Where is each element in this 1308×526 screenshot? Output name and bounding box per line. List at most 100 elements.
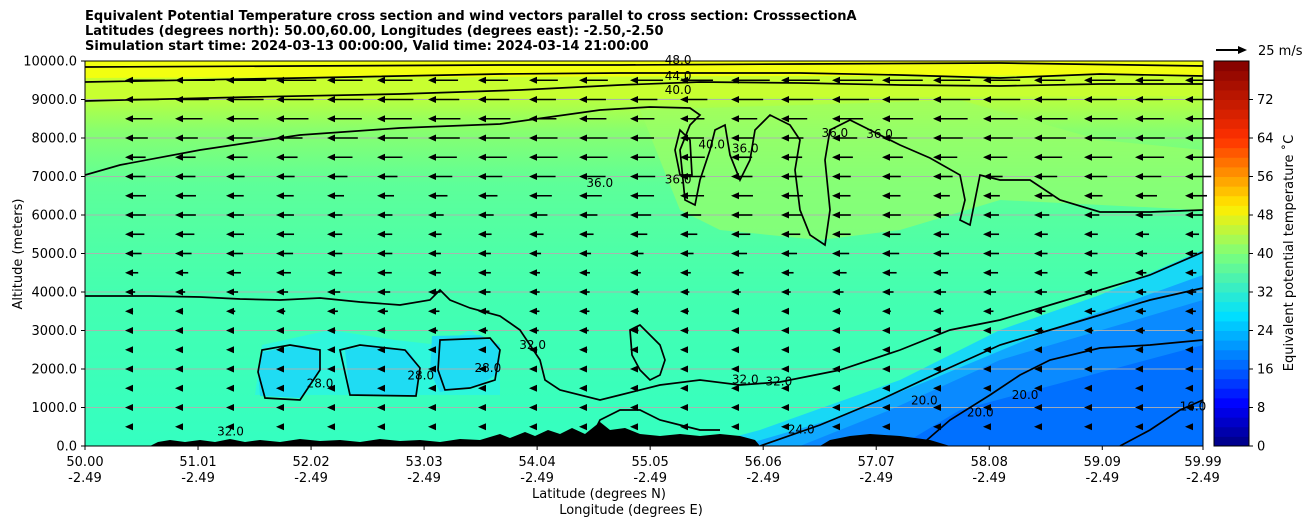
- contour-label-2: 40.0: [665, 83, 692, 97]
- wind-vector-118: [529, 327, 539, 334]
- wind-vector-16: [933, 423, 941, 431]
- wind-vector-176: [125, 269, 139, 277]
- wind-vector-164: [630, 288, 640, 296]
- wind-vector-133: [175, 307, 184, 315]
- wind-vector-243: [175, 211, 196, 219]
- wind-vector-230: [630, 230, 648, 238]
- wind-vector-360: [529, 115, 557, 123]
- wind-vector-21: [1185, 423, 1193, 431]
- colorbar-tick-label-4: 32: [1257, 286, 1274, 301]
- wind-vector-356: [327, 115, 362, 123]
- colorbar-band-6: [1214, 378, 1249, 389]
- wind-vector-390: [933, 96, 971, 103]
- colorbar-band-1: [1214, 426, 1249, 437]
- wind-vector-263: [1185, 211, 1203, 219]
- wind-vector-178: [226, 269, 241, 277]
- wind-vector-259: [983, 211, 999, 219]
- wind-vector-172: [1034, 288, 1047, 296]
- wind-vector-47: [276, 384, 284, 392]
- wind-vector-96: [529, 346, 538, 354]
- wind-vector-87: [1185, 365, 1193, 373]
- wind-vector-199: [175, 250, 192, 257]
- wind-vector-33: [680, 404, 688, 411]
- wind-vector-216: [1034, 250, 1048, 257]
- wind-vector-146: [832, 307, 841, 315]
- wind-vector-134: [226, 307, 236, 315]
- wind-vector-342: [731, 134, 754, 142]
- wind-vector-220: [125, 230, 145, 238]
- wind-vector-231: [680, 230, 698, 238]
- x-axis: 50.00-2.4951.01-2.4952.02-2.4953.03-2.49…: [66, 446, 1222, 486]
- wind-vector-330: [125, 134, 148, 142]
- wind-vector-335: [377, 134, 408, 142]
- x-tick-lat-2: 52.02: [292, 455, 329, 470]
- wind-vector-372: [1135, 115, 1164, 123]
- colorbar-band-36: [1214, 89, 1249, 100]
- wind-vector-161: [478, 288, 491, 296]
- wind-vector-245: [276, 211, 294, 219]
- wind-vector-192: [933, 269, 949, 277]
- wind-vector-399: [276, 76, 317, 84]
- wind-vector-80: [832, 365, 840, 373]
- x-axis-label-2: Longitude (degrees E): [559, 503, 703, 518]
- wind-vector-19: [1084, 423, 1092, 431]
- wind-vector-415: [1084, 76, 1116, 84]
- wind-vector-20: [1135, 423, 1143, 431]
- wind-vector-186: [630, 269, 641, 277]
- wind-vector-341: [680, 134, 705, 142]
- wind-vector-63: [1084, 384, 1092, 392]
- wind-vector-11: [680, 423, 688, 431]
- contour-36a: [85, 106, 1203, 247]
- wind-vector-343: [781, 134, 804, 142]
- contour-32b: [629, 323, 666, 382]
- wind-vector-380: [428, 96, 460, 103]
- colorbar-band-38: [1214, 70, 1249, 81]
- colorbar-band-21: [1214, 234, 1249, 245]
- wind-vector-52: [529, 384, 537, 392]
- wind-vector-307: [1185, 173, 1212, 180]
- colorbar: 0 8 16 24 32 40 48 56 64 72 Equivalent potential …: [1213, 60, 1297, 455]
- wind-vector-373: [1185, 115, 1214, 123]
- wind-vector-151: [1084, 307, 1096, 315]
- wind-vector-2: [226, 423, 234, 431]
- wind-vector-147: [882, 307, 891, 315]
- wind-vector-140: [529, 307, 540, 315]
- x-tick-lat-4: 54.04: [519, 455, 556, 470]
- wind-vector-382: [529, 96, 556, 103]
- wind-vector-237: [983, 230, 1000, 238]
- wind-vector-364: [731, 115, 758, 123]
- contour-label-3: 36.0: [866, 127, 893, 141]
- wind-vector-191: [882, 269, 897, 277]
- wind-vector-414: [1034, 76, 1066, 84]
- wind-vector-114: [327, 327, 336, 334]
- x-tick-lat-8: 58.08: [971, 455, 1008, 470]
- colorbar-band-25: [1214, 195, 1249, 206]
- wind-vector-217: [1084, 250, 1098, 257]
- wind-vector-346: [933, 134, 963, 142]
- wind-vector-328: [1135, 153, 1165, 161]
- wind-vector-84: [1034, 365, 1042, 373]
- wind-vector-43: [1185, 404, 1193, 411]
- wind-vector-311: [276, 153, 298, 161]
- colorbar-band-22: [1214, 224, 1249, 235]
- x-axis-label: Latitude (degrees N): [532, 487, 666, 502]
- colorbar-band-14: [1214, 301, 1249, 312]
- wind-vector-128: [1034, 327, 1044, 334]
- y-tick-label-4: 4000.0: [32, 286, 78, 301]
- contour-label-15: 28.0: [475, 361, 502, 375]
- colorbar-band-0: [1214, 436, 1249, 447]
- wind-vector-229: [579, 230, 594, 238]
- x-tick-lat-9: 59.09: [1084, 455, 1121, 470]
- wind-vector-1: [175, 423, 183, 431]
- wind-vector-315: [478, 153, 507, 161]
- wind-vector-141: [579, 307, 590, 315]
- colorbar-band-8: [1214, 359, 1249, 370]
- wind-vector-398: [226, 76, 267, 84]
- wind-vector-256: [832, 211, 851, 219]
- wind-vector-293: [478, 173, 503, 180]
- wind-vector-183: [478, 269, 491, 277]
- wind-vector-242: [125, 211, 146, 219]
- wind-vector-51: [478, 384, 486, 392]
- wind-vector-233: [781, 230, 801, 238]
- colorbar-band-2: [1214, 417, 1249, 428]
